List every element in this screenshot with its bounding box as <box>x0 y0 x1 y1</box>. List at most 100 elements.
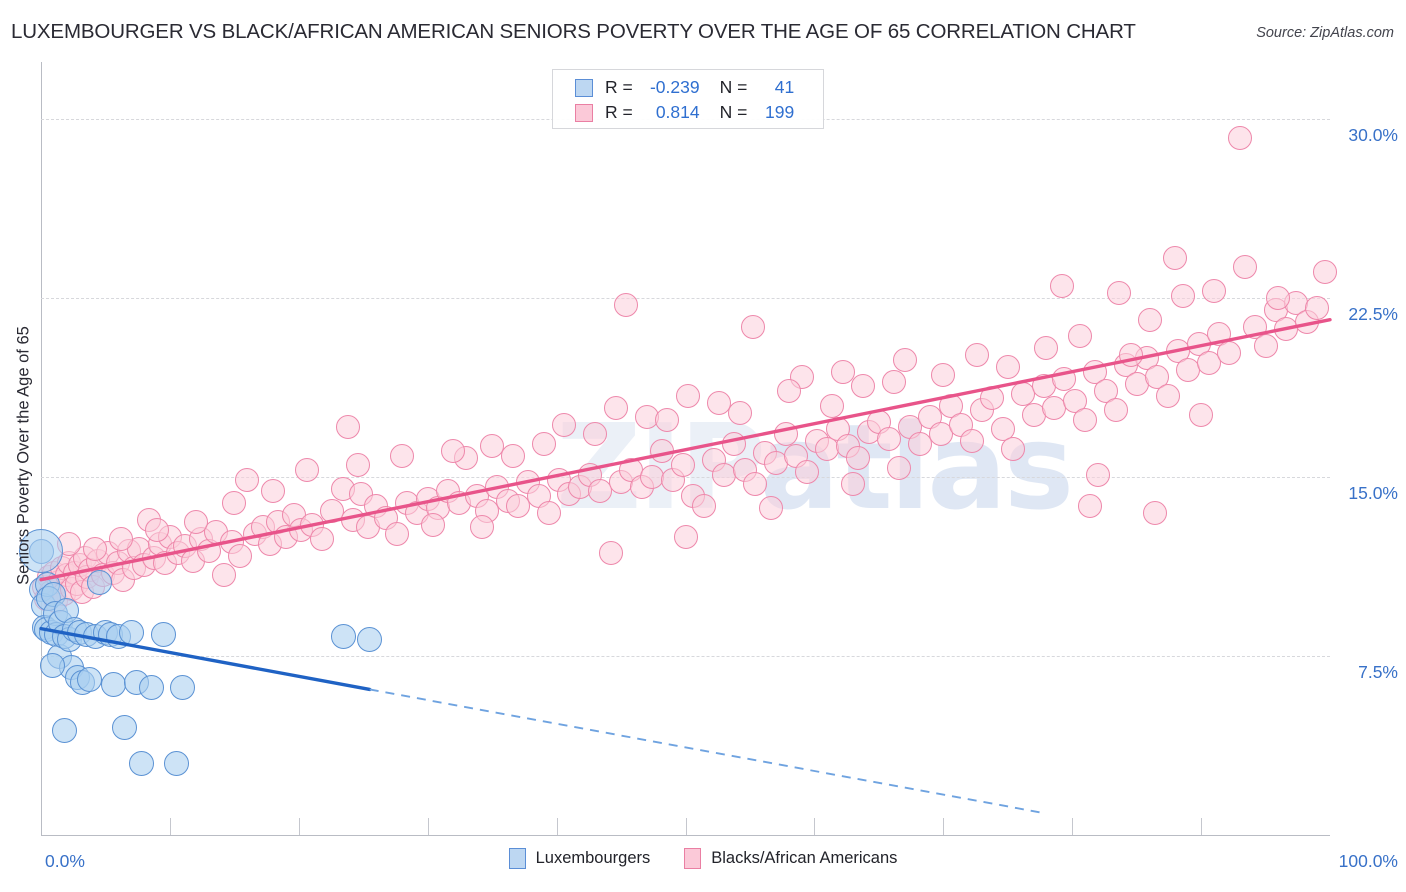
data-point-blacks-african-americans <box>650 438 675 463</box>
data-point-blacks-african-americans <box>261 479 286 504</box>
data-point-blacks-african-americans <box>722 431 747 456</box>
stats-text-luxembourgers: R = -0.239 N = 41 <box>605 77 794 98</box>
data-point-blacks-african-americans <box>882 369 907 394</box>
data-point-blacks-african-americans <box>552 412 577 437</box>
data-point-luxembourgers <box>357 626 383 652</box>
data-point-blacks-african-americans <box>1073 407 1098 432</box>
data-point-luxembourgers <box>150 622 176 648</box>
data-point-blacks-african-americans <box>830 360 855 385</box>
stats-row-blacks-african-americans: R = 0.814 N = 199 <box>553 100 823 125</box>
x-axis-tick <box>685 818 687 835</box>
legend-label-luxembourgers: Luxembourgers <box>535 849 651 867</box>
data-point-blacks-african-americans <box>1227 126 1252 151</box>
x-axis-min-label: 0.0% <box>45 851 85 871</box>
data-point-luxembourgers <box>51 717 77 743</box>
data-point-blacks-african-americans <box>851 374 876 399</box>
data-point-blacks-african-americans <box>235 467 260 492</box>
data-point-luxembourgers <box>86 569 112 595</box>
data-point-blacks-african-americans <box>1171 283 1196 308</box>
data-point-luxembourgers <box>118 619 144 645</box>
data-point-blacks-african-americans <box>614 293 639 318</box>
data-point-blacks-african-americans <box>108 527 133 552</box>
data-point-blacks-african-americans <box>1034 336 1059 361</box>
data-point-luxembourgers <box>129 750 155 776</box>
data-point-blacks-african-americans <box>1155 384 1180 408</box>
data-point-blacks-african-americans <box>1104 398 1129 423</box>
blue-swatch-icon <box>575 78 593 97</box>
data-point-blacks-african-americans <box>995 355 1020 380</box>
gridline <box>41 656 1330 658</box>
x-axis-max-label: 100.0% <box>1338 851 1398 871</box>
data-point-blacks-african-americans <box>892 348 917 373</box>
stats-row-luxembourgers: R = -0.239 N = 41 <box>553 75 823 100</box>
data-point-blacks-african-americans <box>841 472 866 497</box>
data-point-blacks-african-americans <box>1137 307 1162 332</box>
data-point-blacks-african-americans <box>531 431 556 456</box>
data-point-luxembourgers <box>139 674 165 700</box>
data-point-blacks-african-americans <box>1049 274 1074 299</box>
y-axis-tick-label: 22.5% <box>1348 304 1398 325</box>
data-point-blacks-african-americans <box>1312 259 1337 284</box>
data-point-luxembourgers <box>170 674 196 700</box>
r-value-pink: 0.814 <box>655 102 700 122</box>
y-axis-title: Seniors Poverty Over the Age of 65 <box>14 326 33 585</box>
data-point-blacks-african-americans <box>1217 341 1242 366</box>
y-axis-tick-label: 30.0% <box>1348 125 1398 146</box>
data-point-blacks-african-americans <box>743 472 768 497</box>
data-point-blacks-african-americans <box>887 455 912 480</box>
data-point-blacks-african-americans <box>1142 500 1167 525</box>
data-point-blacks-african-americans <box>673 524 698 549</box>
r-label-blue: R = <box>605 77 633 97</box>
data-point-blacks-african-americans <box>691 493 716 518</box>
data-point-blacks-african-americans <box>212 562 237 587</box>
data-point-blacks-african-americans <box>1189 403 1214 428</box>
r-value-blue: -0.239 <box>649 77 700 97</box>
data-point-blacks-african-americans <box>1163 245 1188 270</box>
n-value-blue: 41 <box>774 77 795 97</box>
data-point-luxembourgers <box>100 672 126 698</box>
data-point-blacks-african-americans <box>1067 324 1092 349</box>
x-axis-tick <box>943 818 945 835</box>
x-axis-line <box>41 835 1330 836</box>
data-point-blacks-african-americans <box>536 500 561 525</box>
data-point-blacks-african-americans <box>676 384 701 408</box>
legend-label-blacks-african-americans: Blacks/African Americans <box>711 849 898 867</box>
data-point-blacks-african-americans <box>583 422 608 447</box>
data-point-blacks-african-americans <box>758 496 783 521</box>
data-point-blacks-african-americans <box>1232 255 1257 280</box>
r-label-pink: R = <box>605 102 633 122</box>
stats-text-blacks-african-americans: R = 0.814 N = 199 <box>605 102 794 123</box>
data-point-blacks-african-americans <box>500 443 525 468</box>
data-point-blacks-african-americans <box>1078 493 1103 518</box>
data-point-blacks-african-americans <box>820 393 845 418</box>
data-point-blacks-african-americans <box>794 460 819 485</box>
page-title: LUXEMBOURGER VS BLACK/AFRICAN AMERICAN S… <box>11 20 1136 43</box>
data-point-blacks-african-americans <box>774 422 799 447</box>
data-point-blacks-african-americans <box>670 453 695 478</box>
y-axis-tick-label: 15.0% <box>1348 483 1398 504</box>
data-point-blacks-african-americans <box>1253 333 1278 358</box>
data-point-blacks-african-americans <box>959 429 984 454</box>
x-axis-tick <box>169 818 171 835</box>
data-point-blacks-african-americans <box>598 541 623 566</box>
source-attribution: Source: ZipAtlas.com <box>1256 25 1394 41</box>
n-label-blue: N = <box>719 77 748 97</box>
data-point-blacks-african-americans <box>727 400 752 425</box>
data-point-blacks-african-americans <box>1266 286 1291 311</box>
x-axis-tick <box>814 818 816 835</box>
legend-item-luxembourgers[interactable]: Luxembourgers <box>508 848 651 869</box>
data-point-blacks-african-americans <box>655 407 680 432</box>
data-point-blacks-african-americans <box>469 515 494 540</box>
stats-legend: R = -0.239 N = 41 R = 0.814 N = 199 <box>552 69 824 129</box>
x-axis-tick <box>1201 818 1203 835</box>
data-point-blacks-african-americans <box>1106 281 1131 306</box>
data-point-blacks-african-americans <box>1052 367 1077 392</box>
data-point-blacks-african-americans <box>1085 462 1110 487</box>
legend-item-blacks-african-americans[interactable]: Blacks/African Americans <box>684 848 897 869</box>
data-point-blacks-african-americans <box>740 314 765 339</box>
data-point-blacks-african-americans <box>335 415 360 440</box>
data-point-blacks-african-americans <box>389 443 414 468</box>
n-label-pink: N = <box>719 102 748 122</box>
data-point-blacks-african-americans <box>145 517 169 542</box>
data-point-blacks-african-americans <box>1201 279 1226 304</box>
